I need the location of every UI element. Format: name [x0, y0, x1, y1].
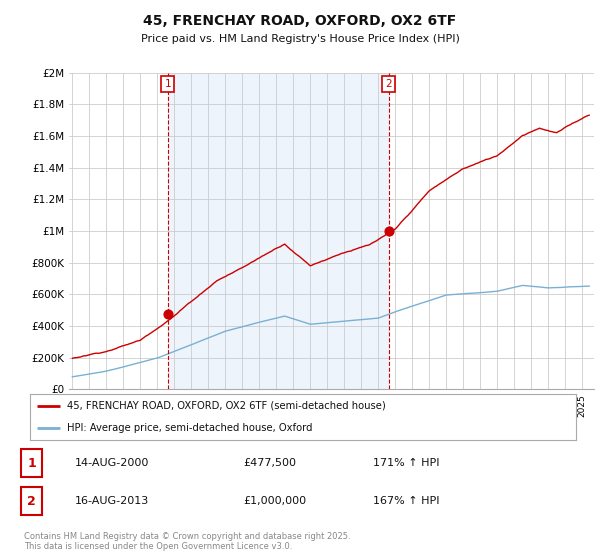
Text: Contains HM Land Registry data © Crown copyright and database right 2025.
This d: Contains HM Land Registry data © Crown c… — [24, 532, 350, 552]
Text: 14-AUG-2000: 14-AUG-2000 — [74, 458, 149, 468]
Text: 45, FRENCHAY ROAD, OXFORD, OX2 6TF (semi-detached house): 45, FRENCHAY ROAD, OXFORD, OX2 6TF (semi… — [67, 400, 386, 410]
Bar — [168, 73, 389, 389]
Text: £1,000,000: £1,000,000 — [244, 496, 307, 506]
Text: 167% ↑ HPI: 167% ↑ HPI — [373, 496, 440, 506]
Text: 2: 2 — [385, 79, 392, 89]
Text: 45, FRENCHAY ROAD, OXFORD, OX2 6TF: 45, FRENCHAY ROAD, OXFORD, OX2 6TF — [143, 14, 457, 28]
FancyBboxPatch shape — [21, 487, 42, 515]
Point — [163, 309, 173, 318]
Point — [384, 227, 394, 236]
Text: 1: 1 — [27, 456, 36, 470]
Text: Price paid vs. HM Land Registry's House Price Index (HPI): Price paid vs. HM Land Registry's House … — [140, 34, 460, 44]
Text: 2: 2 — [27, 495, 36, 508]
Text: HPI: Average price, semi-detached house, Oxford: HPI: Average price, semi-detached house,… — [67, 423, 313, 433]
Text: 171% ↑ HPI: 171% ↑ HPI — [373, 458, 440, 468]
Text: £477,500: £477,500 — [244, 458, 296, 468]
FancyBboxPatch shape — [21, 449, 42, 477]
Text: 1: 1 — [164, 79, 171, 89]
Text: 16-AUG-2013: 16-AUG-2013 — [74, 496, 149, 506]
